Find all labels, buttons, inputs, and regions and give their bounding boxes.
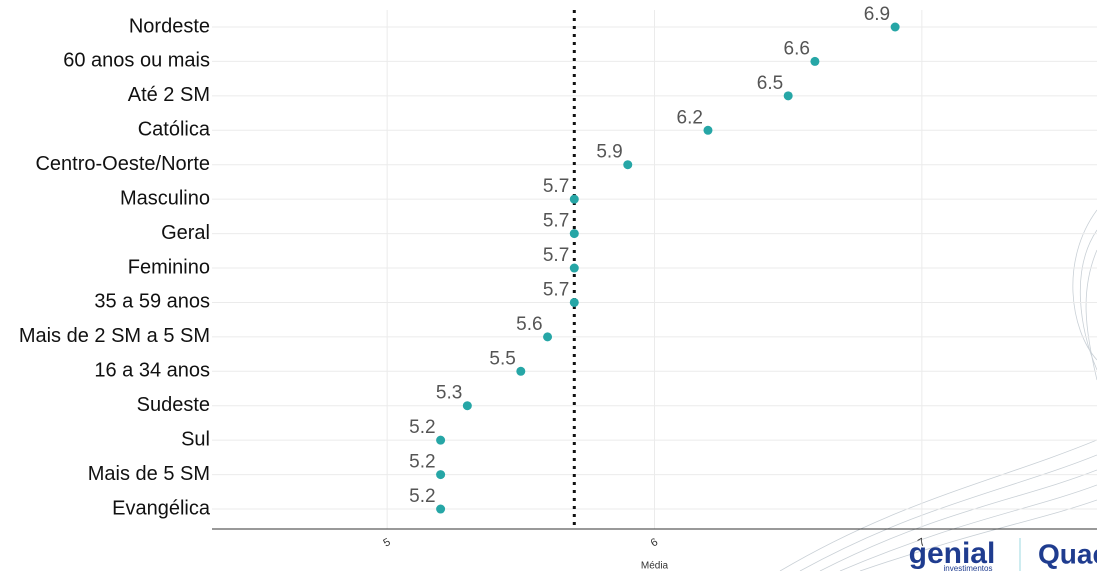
y-tick-label: Nordeste [129, 15, 210, 37]
value-label: 5.7 [543, 176, 569, 197]
value-label: 5.2 [409, 486, 435, 507]
dot [783, 91, 793, 101]
logo: investimentos [944, 564, 993, 571]
dot [436, 435, 446, 445]
dot [890, 22, 900, 32]
value-label: 5.3 [436, 383, 462, 404]
y-tick-label: Até 2 SM [128, 84, 210, 106]
y-tick-label: Sul [181, 428, 210, 450]
decoration [779, 209, 1097, 571]
dot [703, 125, 713, 135]
y-tick-label: Mais de 5 SM [88, 463, 210, 485]
dot [516, 366, 526, 376]
value-label: 5.9 [596, 142, 622, 163]
dot [436, 504, 446, 514]
y-tick-label: 16 a 34 anos [94, 360, 210, 382]
logo: Quaest [1038, 538, 1097, 569]
dot [569, 229, 579, 239]
dot [543, 332, 553, 342]
value-label: 5.2 [409, 417, 435, 438]
value-label: 6.2 [677, 107, 703, 128]
dot [462, 401, 472, 411]
y-tick-label: Centro-Oeste/Norte [35, 153, 210, 175]
y-tick-label: Masculino [120, 187, 210, 209]
value-label: 5.7 [543, 245, 569, 266]
dot [623, 160, 633, 170]
value-label: 5.2 [409, 452, 435, 473]
dot [569, 194, 579, 204]
y-tick-label: Evangélica [112, 497, 211, 519]
value-label: 6.5 [757, 73, 783, 94]
dot [569, 297, 579, 307]
value-label: 6.9 [864, 4, 890, 25]
x-tick-label: 5 [381, 536, 392, 549]
x-axis-label: Média [641, 561, 669, 571]
y-tick-label: Católica [138, 119, 211, 141]
y-tick-label: Geral [161, 222, 210, 244]
y-tick-label: 60 anos ou mais [63, 50, 210, 72]
y-tick-label: Mais de 2 SM a 5 SM [19, 325, 210, 347]
y-tick-label: Sudeste [137, 394, 210, 416]
y-tick-label: Feminino [128, 256, 210, 278]
value-label: 5.6 [516, 314, 542, 335]
dot [569, 263, 579, 273]
x-tick-label: 7 [916, 536, 927, 549]
logo: genial [909, 537, 996, 570]
value-label: 5.7 [543, 279, 569, 300]
x-tick-label: 6 [649, 536, 660, 549]
value-label: 5.5 [489, 348, 515, 369]
value-label: 6.6 [784, 38, 810, 59]
value-label: 5.7 [543, 211, 569, 232]
dot [810, 56, 820, 66]
dot [436, 470, 446, 480]
y-tick-label: 35 a 59 anos [94, 291, 210, 313]
